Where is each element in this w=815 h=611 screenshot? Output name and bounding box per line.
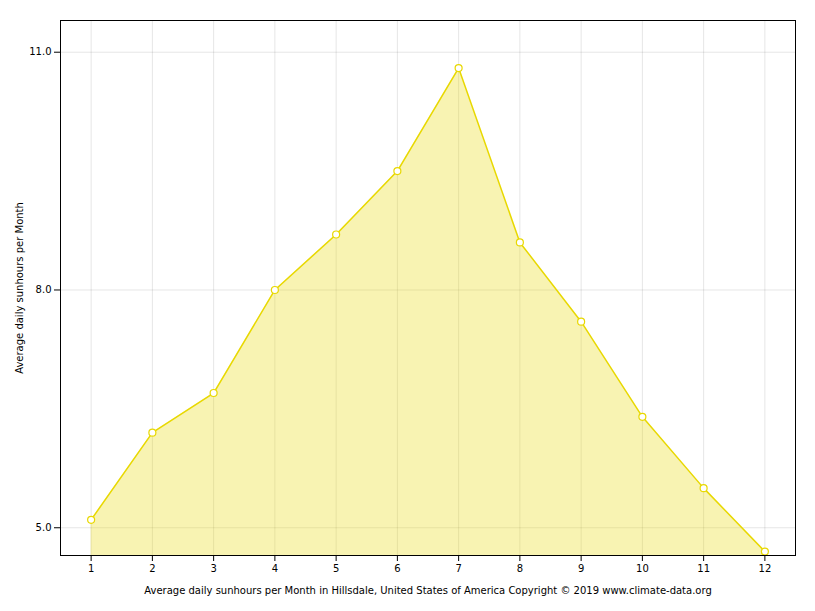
svg-text:8: 8 [517, 563, 523, 574]
svg-text:5: 5 [333, 563, 339, 574]
svg-text:5.0: 5.0 [36, 522, 52, 533]
svg-text:Average daily sunhours per Mon: Average daily sunhours per Month in Hill… [144, 585, 711, 596]
svg-text:4: 4 [272, 563, 278, 574]
svg-text:3: 3 [210, 563, 216, 574]
svg-text:10: 10 [636, 563, 649, 574]
svg-text:12: 12 [759, 563, 772, 574]
svg-text:11: 11 [697, 563, 710, 574]
svg-text:9: 9 [578, 563, 584, 574]
svg-text:Average daily sunhours per Mon: Average daily sunhours per Month [14, 202, 25, 374]
svg-text:6: 6 [394, 563, 400, 574]
svg-text:7: 7 [455, 563, 461, 574]
svg-text:1: 1 [88, 563, 94, 574]
svg-text:11.0: 11.0 [29, 46, 51, 57]
svg-text:8.0: 8.0 [36, 284, 52, 295]
svg-text:2: 2 [149, 563, 155, 574]
